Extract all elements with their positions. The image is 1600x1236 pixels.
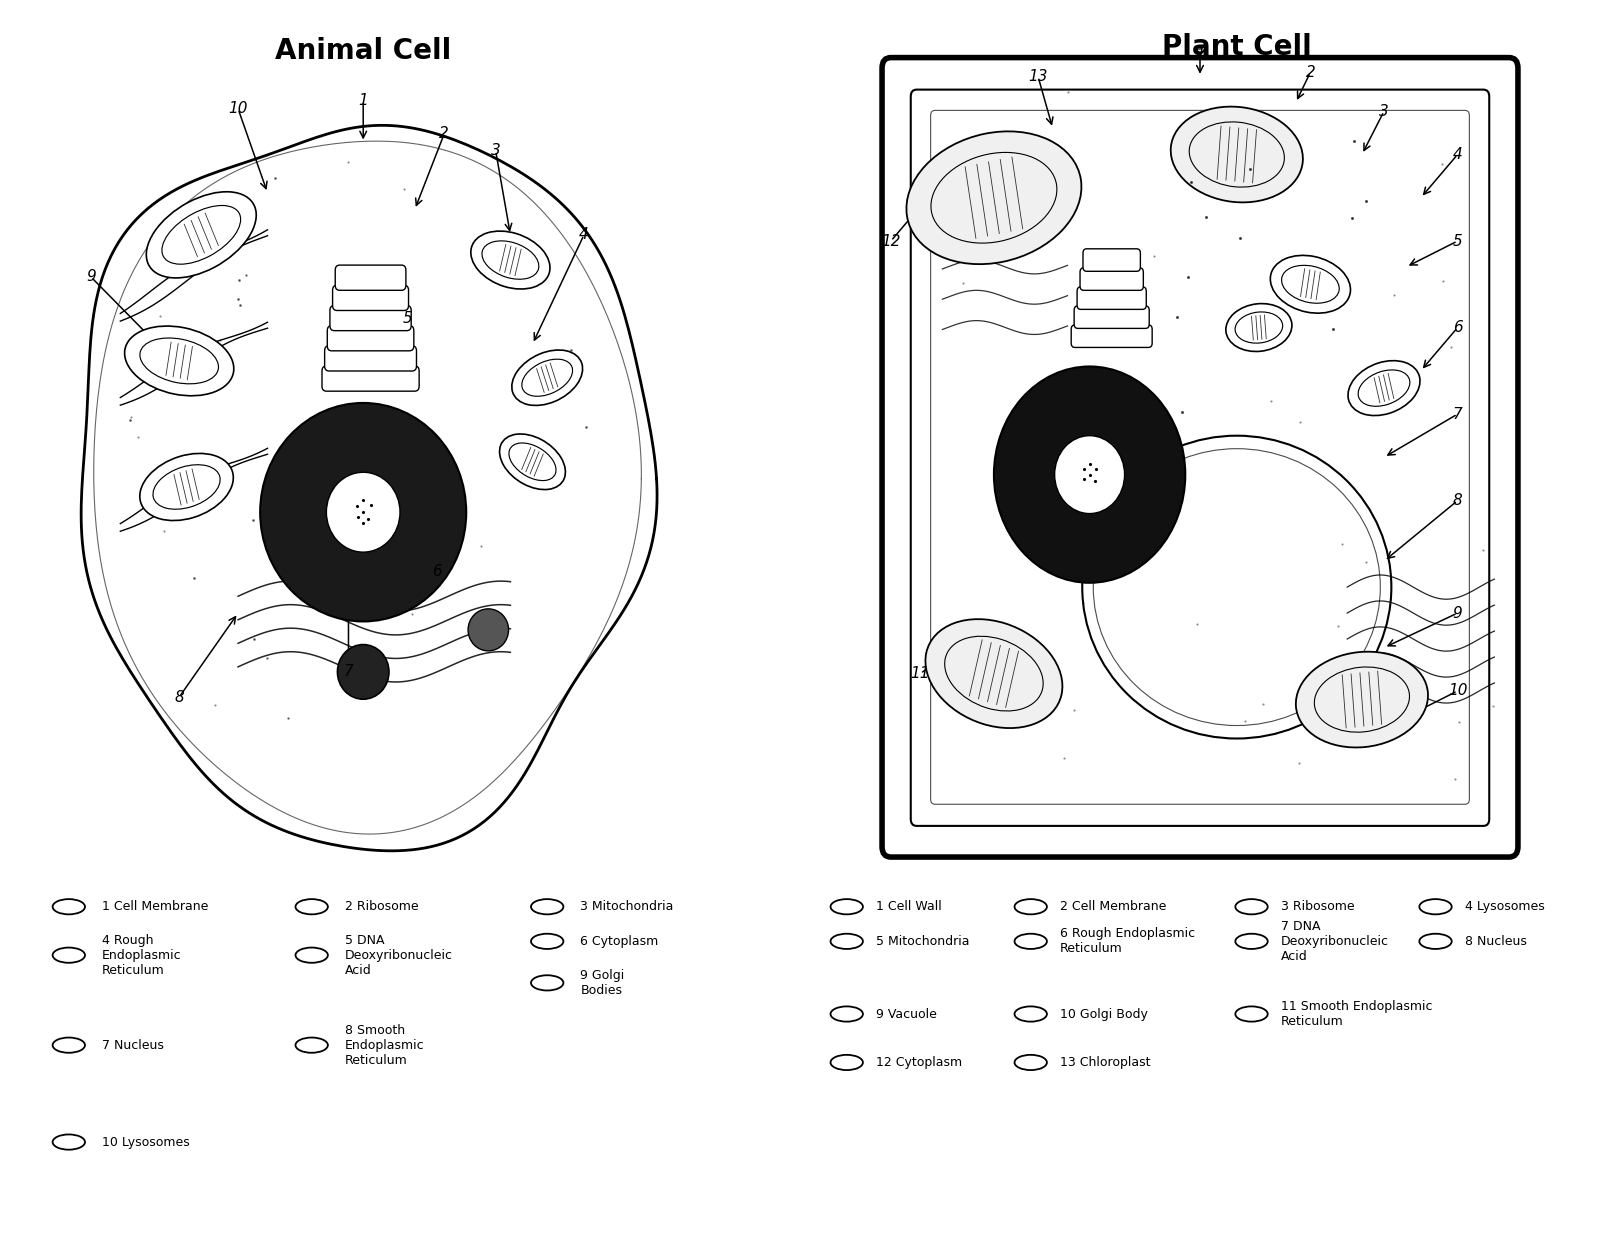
Text: 8: 8	[1453, 493, 1462, 508]
Text: 4: 4	[579, 227, 589, 242]
Ellipse shape	[499, 434, 565, 489]
Text: 6 Cytoplasm: 6 Cytoplasm	[581, 934, 659, 948]
Text: 4 Rough
Endoplasmic
Reticulum: 4 Rough Endoplasmic Reticulum	[102, 933, 181, 976]
Text: 13: 13	[1029, 69, 1048, 84]
Ellipse shape	[338, 645, 389, 700]
Text: 5 Mitochondria: 5 Mitochondria	[877, 934, 970, 948]
Ellipse shape	[1054, 436, 1125, 514]
Ellipse shape	[1270, 256, 1350, 313]
Ellipse shape	[925, 619, 1062, 728]
Ellipse shape	[125, 326, 234, 396]
FancyBboxPatch shape	[882, 58, 1518, 857]
Text: 12 Cytoplasm: 12 Cytoplasm	[877, 1056, 962, 1069]
Text: 7 DNA
Deoxyribonucleic
Acid: 7 DNA Deoxyribonucleic Acid	[1282, 920, 1389, 963]
Text: 2 Cell Membrane: 2 Cell Membrane	[1061, 900, 1166, 913]
Text: 5: 5	[1453, 234, 1462, 248]
Text: 10 Golgi Body: 10 Golgi Body	[1061, 1007, 1149, 1021]
Ellipse shape	[326, 472, 400, 552]
Text: 9: 9	[1453, 606, 1462, 620]
Polygon shape	[82, 125, 658, 850]
Ellipse shape	[146, 192, 256, 278]
Ellipse shape	[1226, 304, 1291, 351]
Text: 1 Cell Membrane: 1 Cell Membrane	[102, 900, 208, 913]
Text: 11 Smooth Endoplasmic
Reticulum: 11 Smooth Endoplasmic Reticulum	[1282, 1000, 1432, 1028]
Text: 2 Ribosome: 2 Ribosome	[346, 900, 419, 913]
FancyBboxPatch shape	[1074, 305, 1149, 329]
Ellipse shape	[1347, 361, 1421, 415]
Text: 11: 11	[910, 666, 930, 681]
FancyBboxPatch shape	[1083, 248, 1141, 271]
Text: 8: 8	[174, 690, 184, 705]
Text: 2: 2	[440, 126, 450, 141]
Text: 9: 9	[86, 269, 96, 284]
Ellipse shape	[1171, 106, 1302, 203]
FancyBboxPatch shape	[336, 265, 406, 290]
Text: 10 Lysosomes: 10 Lysosomes	[102, 1136, 190, 1148]
FancyBboxPatch shape	[333, 286, 408, 310]
Text: 12: 12	[882, 234, 901, 248]
Text: 10: 10	[229, 101, 248, 116]
Text: 3 Mitochondria: 3 Mitochondria	[581, 900, 674, 913]
Text: 4 Lysosomes: 4 Lysosomes	[1466, 900, 1544, 913]
Text: 5 DNA
Deoxyribonucleic
Acid: 5 DNA Deoxyribonucleic Acid	[346, 933, 453, 976]
FancyBboxPatch shape	[1077, 287, 1146, 309]
Ellipse shape	[1082, 435, 1392, 738]
Text: 9 Vacuole: 9 Vacuole	[877, 1007, 938, 1021]
Ellipse shape	[1296, 651, 1429, 748]
Text: 7: 7	[1453, 407, 1462, 421]
Text: 7 Nucleus: 7 Nucleus	[102, 1038, 163, 1052]
Ellipse shape	[469, 609, 509, 651]
FancyBboxPatch shape	[325, 346, 416, 371]
Text: 10: 10	[1448, 684, 1467, 698]
Text: 8 Nucleus: 8 Nucleus	[1466, 934, 1526, 948]
Text: 13 Chloroplast: 13 Chloroplast	[1061, 1056, 1150, 1069]
FancyBboxPatch shape	[328, 325, 414, 351]
FancyBboxPatch shape	[1072, 325, 1152, 347]
FancyBboxPatch shape	[1080, 268, 1144, 290]
Text: 2: 2	[1306, 64, 1315, 80]
Text: 3: 3	[491, 143, 501, 158]
Text: 1: 1	[1195, 47, 1205, 63]
Text: 4: 4	[1453, 147, 1462, 162]
FancyBboxPatch shape	[330, 305, 411, 331]
Ellipse shape	[261, 403, 466, 622]
Text: 5: 5	[403, 311, 413, 326]
Ellipse shape	[512, 350, 582, 405]
Text: 3: 3	[1379, 104, 1389, 119]
Text: 8 Smooth
Endoplasmic
Reticulum: 8 Smooth Endoplasmic Reticulum	[346, 1023, 424, 1067]
Text: 1: 1	[358, 93, 368, 108]
Text: 7: 7	[344, 665, 354, 680]
Text: Animal Cell: Animal Cell	[275, 37, 451, 66]
FancyBboxPatch shape	[322, 366, 419, 391]
Ellipse shape	[907, 131, 1082, 265]
Text: 3 Ribosome: 3 Ribosome	[1282, 900, 1355, 913]
Ellipse shape	[139, 454, 234, 520]
Text: 6: 6	[1453, 320, 1462, 335]
Text: 6 Rough Endoplasmic
Reticulum: 6 Rough Endoplasmic Reticulum	[1061, 927, 1195, 955]
Ellipse shape	[470, 231, 550, 289]
Text: 9 Golgi
Bodies: 9 Golgi Bodies	[581, 969, 624, 997]
Ellipse shape	[994, 366, 1186, 583]
Text: Plant Cell: Plant Cell	[1162, 33, 1312, 62]
Text: 6: 6	[432, 564, 442, 578]
Text: 1 Cell Wall: 1 Cell Wall	[877, 900, 942, 913]
